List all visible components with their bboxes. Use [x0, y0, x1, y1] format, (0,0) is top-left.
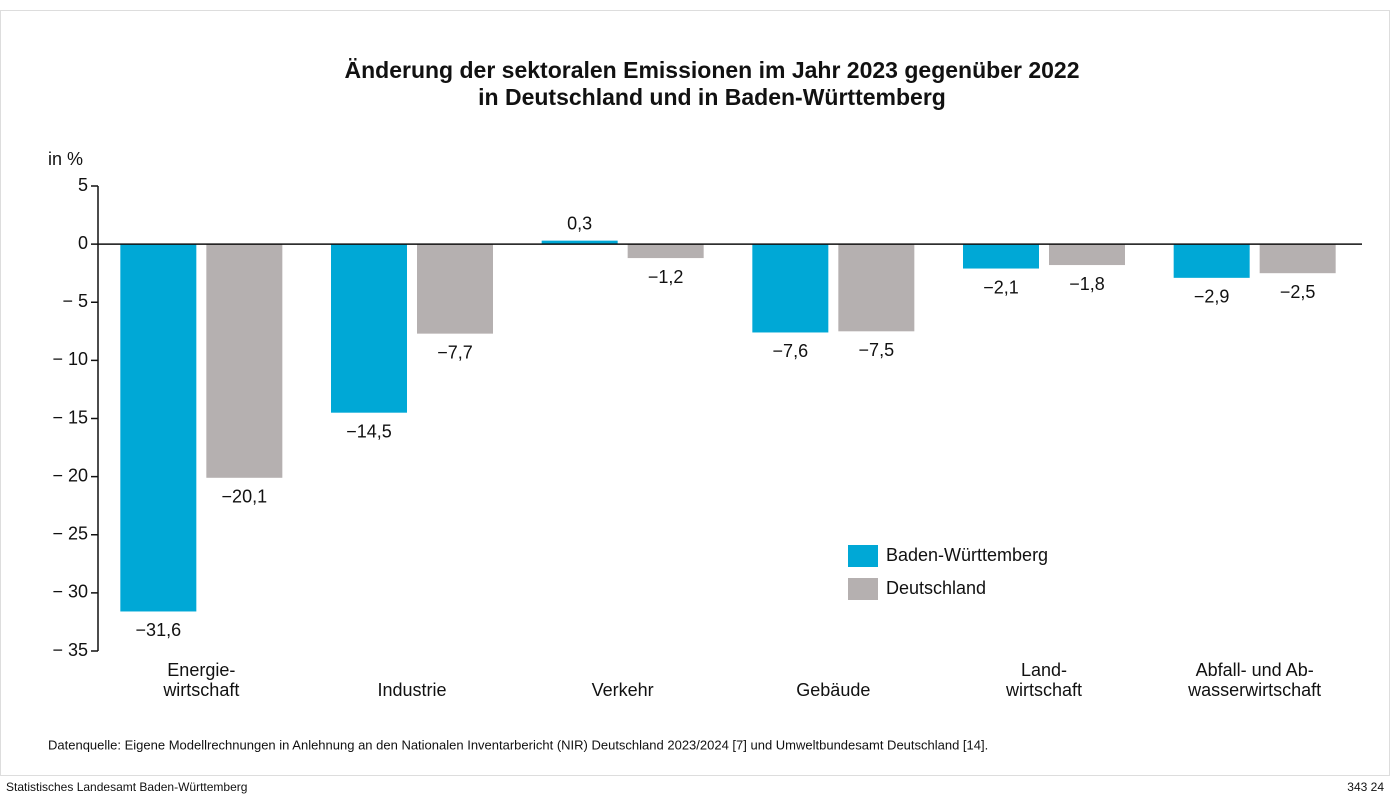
y-tick-label: 0 [78, 233, 88, 253]
chart-title: in Deutschland und in Baden-Württemberg [478, 84, 946, 110]
chart-title: Änderung der sektoralen Emissionen im Ja… [345, 57, 1080, 83]
value-label: −2,9 [1194, 287, 1230, 307]
value-label: 0,3 [567, 213, 592, 233]
bar [417, 244, 493, 334]
value-label: −1,2 [648, 267, 684, 287]
y-axis-label: in % [48, 149, 83, 169]
y-tick-label: − 10 [52, 349, 88, 369]
value-label: −7,7 [437, 342, 473, 362]
value-label: −2,1 [983, 277, 1019, 297]
bar [206, 244, 283, 478]
bar [963, 244, 1039, 269]
value-label: −20,1 [222, 487, 268, 507]
y-tick-label: − 5 [62, 291, 88, 311]
value-label: −14,5 [346, 421, 392, 441]
value-label: −31,6 [136, 620, 182, 640]
bar [1173, 244, 1250, 278]
x-tick-label: Gebäude [796, 680, 870, 700]
x-tick-label: Abfall- und Ab- [1196, 660, 1314, 680]
y-tick-label: 5 [78, 175, 88, 195]
bar [838, 244, 915, 332]
bar [1259, 244, 1336, 274]
bar [541, 240, 618, 245]
y-tick-label: − 15 [52, 407, 88, 427]
y-tick-label: − 30 [52, 582, 88, 602]
source-note: Datenquelle: Eigene Modellrechnungen in … [48, 737, 988, 752]
value-label: −7,5 [859, 340, 895, 360]
footer-right: 343 24 [1347, 780, 1384, 794]
value-label: −7,6 [773, 341, 809, 361]
legend-swatch [848, 545, 878, 567]
y-tick-label: − 35 [52, 640, 88, 660]
bar [120, 244, 197, 612]
bar [1049, 244, 1125, 266]
x-tick-label: Energie- [167, 660, 235, 680]
x-tick-label: Industrie [377, 680, 446, 700]
legend-label: Deutschland [886, 578, 986, 598]
x-tick-label: Verkehr [592, 680, 654, 700]
x-tick-label: Land- [1021, 660, 1067, 680]
legend-swatch [848, 578, 878, 600]
footer-left: Statistisches Landesamt Baden-Württember… [6, 780, 247, 794]
value-label: −1,8 [1069, 274, 1105, 294]
bar [752, 244, 829, 333]
y-tick-label: − 20 [52, 465, 88, 485]
x-tick-label: wirtschaft [162, 680, 239, 700]
legend-label: Baden-Württemberg [886, 545, 1048, 565]
x-tick-label: wirtschaft [1005, 680, 1082, 700]
y-tick-label: − 25 [52, 524, 88, 544]
value-label: −2,5 [1280, 282, 1316, 302]
bar [627, 244, 704, 259]
x-tick-label: wasserwirtschaft [1187, 680, 1321, 700]
bar [331, 244, 407, 413]
